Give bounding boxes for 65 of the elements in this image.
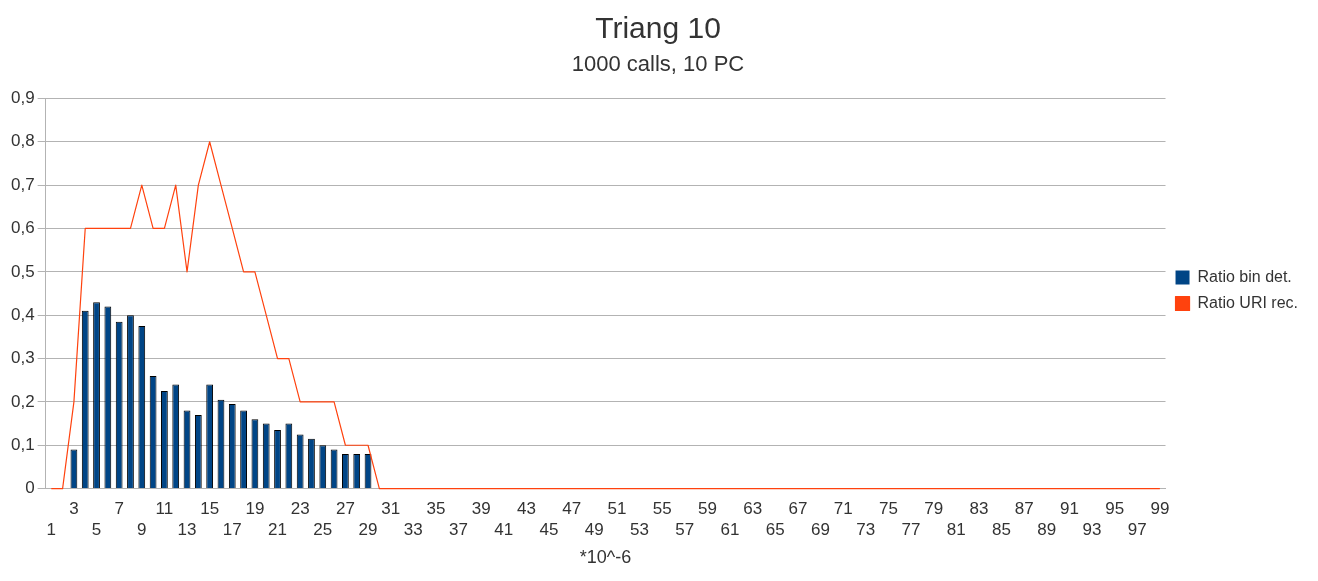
x-tick-label: 77	[901, 519, 921, 539]
x-tick-label: 41	[494, 519, 514, 539]
x-tick-label: 51	[607, 499, 627, 519]
x-tick-label: 25	[313, 519, 333, 539]
x-tick-label: 23	[290, 499, 310, 519]
x-tick-label: 43	[516, 499, 536, 519]
x-tick-label: 97	[1127, 519, 1147, 539]
chart-subtitle: 1000 calls, 10 PC	[571, 51, 745, 77]
x-tick-label: 7	[114, 499, 124, 519]
x-tick-label: 65	[765, 519, 785, 539]
y-tick-label: 0	[25, 478, 35, 498]
x-tick-label: 19	[245, 499, 265, 519]
y-tick-label: 0,8	[10, 131, 35, 151]
x-tick-label: 17	[222, 519, 242, 539]
x-tick-label: 67	[788, 499, 808, 519]
x-tick-label: 73	[856, 519, 876, 539]
y-tick-label: 0,5	[10, 261, 35, 281]
x-tick-label: 91	[1059, 499, 1079, 519]
y-tick-label: 0,1	[10, 434, 35, 454]
x-tick-label: 45	[539, 519, 559, 539]
x-tick-label: 87	[1014, 499, 1034, 519]
x-tick-label: 57	[675, 519, 695, 539]
y-tick-label: 0,9	[10, 88, 35, 108]
x-axis-title: *10^-6	[579, 547, 632, 568]
x-tick-label: 3	[69, 499, 79, 519]
x-tick-label: 53	[630, 519, 649, 539]
x-tick-label: 15	[200, 499, 220, 519]
x-tick-label: 13	[177, 519, 197, 539]
x-tick-label: 95	[1105, 499, 1125, 519]
legend-label: Ratio URI rec.	[1197, 293, 1298, 311]
x-tick-label: 79	[924, 499, 944, 519]
y-tick-label: 0,2	[10, 391, 35, 411]
x-tick-label: 55	[652, 499, 672, 519]
x-tick-label: 29	[358, 519, 378, 539]
x-tick-label: 71	[833, 499, 853, 519]
x-tick-label: 1	[46, 519, 57, 539]
x-tick-label: 47	[562, 499, 582, 519]
y-tick-label: 0,4	[10, 304, 35, 324]
x-tick-label: 33	[403, 519, 423, 539]
x-tick-label: 61	[720, 519, 740, 539]
x-tick-label: 75	[878, 499, 898, 519]
x-tick-label: 89	[1037, 519, 1057, 539]
x-tick-label: 37	[449, 519, 468, 539]
x-tick-label: 83	[969, 499, 989, 519]
x-tick-label: 9	[137, 519, 147, 539]
legend-label: Ratio bin det.	[1197, 267, 1292, 285]
x-tick-label: 31	[381, 499, 401, 519]
x-tick-label: 5	[91, 519, 102, 539]
x-tick-label: 69	[811, 519, 830, 539]
x-tick-label: 99	[1150, 499, 1170, 519]
x-tick-label: 63	[743, 499, 763, 519]
x-tick-label: 81	[946, 519, 966, 539]
y-tick-label: 0,7	[10, 174, 35, 194]
chart-title: Triang 10	[595, 11, 721, 45]
x-tick-label: 11	[155, 499, 174, 519]
x-tick-label: 59	[697, 499, 717, 519]
y-tick-label: 0,3	[10, 348, 35, 368]
y-tick-label: 0,6	[10, 218, 35, 238]
x-tick-label: 21	[268, 519, 287, 539]
x-tick-label: 49	[584, 519, 604, 539]
x-tick-label: 85	[992, 519, 1011, 539]
x-tick-label: 93	[1082, 519, 1102, 539]
x-tick-label: 39	[471, 499, 491, 519]
x-tick-label: 35	[426, 499, 446, 519]
x-tick-label: 27	[335, 499, 355, 519]
